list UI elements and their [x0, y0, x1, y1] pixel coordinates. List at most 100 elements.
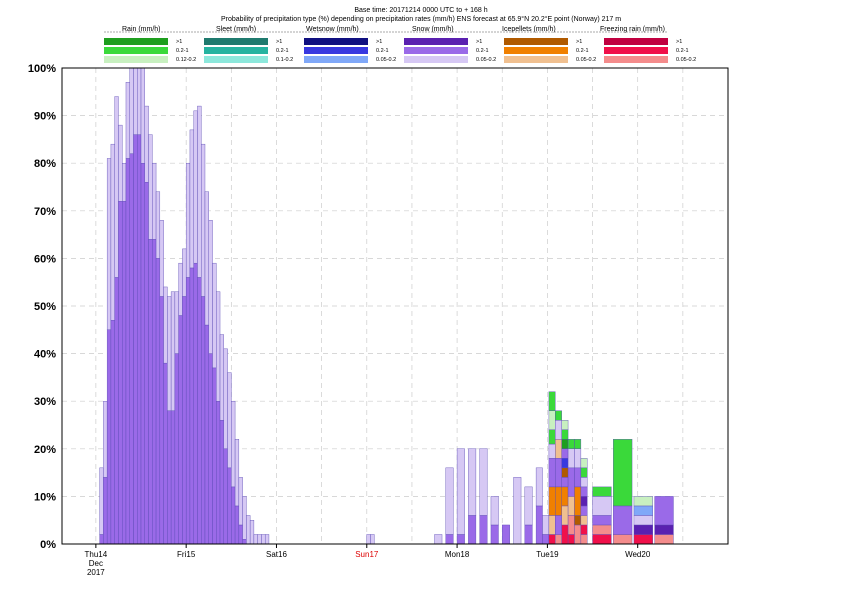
bar-segment	[185, 162, 191, 278]
bar-segment	[208, 220, 213, 354]
bar-segment	[148, 134, 153, 240]
legend-swatch	[104, 47, 168, 54]
bar-segment	[155, 191, 161, 259]
chart-title: Base time: 20171214 0000 UTC to + 168 h	[354, 7, 488, 14]
bar-segment	[574, 515, 582, 526]
bar-segment	[174, 291, 179, 354]
bar-segment	[468, 515, 477, 545]
legend-group-title: Freezing rain (mm/h)	[600, 26, 665, 33]
x-tick-label: Sun17	[355, 550, 379, 559]
bar-segment	[633, 515, 653, 526]
bar-segment	[513, 477, 522, 545]
bar-segment	[152, 239, 157, 545]
bar-segment	[580, 467, 588, 478]
bar-segment	[561, 505, 569, 526]
x-tick-label: Tue19	[536, 550, 559, 559]
bar-segment	[170, 291, 176, 411]
legend-label: >1	[576, 39, 583, 45]
bar-segment	[561, 524, 569, 545]
bar-segment	[216, 291, 221, 402]
legend-swatch	[204, 38, 268, 45]
bar-segment	[613, 439, 633, 507]
bar-segment	[167, 296, 172, 411]
legend-label: 0.2-1	[576, 48, 589, 54]
bar-segment	[580, 458, 588, 469]
bar-segment	[163, 362, 168, 545]
bar-segment	[212, 262, 217, 369]
legend-label: 0.1-0.2	[276, 57, 294, 63]
legend-swatch	[104, 56, 168, 63]
bar-segment	[167, 410, 172, 545]
bar-segment	[561, 458, 569, 469]
bar-segment	[133, 67, 138, 135]
bar-segment	[242, 539, 247, 545]
bar-segment	[580, 496, 588, 507]
bar-segment	[370, 534, 375, 545]
bar-segment	[114, 277, 119, 545]
bar-segment	[555, 458, 562, 488]
bar-segment	[99, 467, 104, 535]
bar-segment	[163, 286, 168, 364]
bar-segment	[592, 515, 612, 526]
bar-segment	[542, 515, 550, 535]
bar-segment	[561, 467, 569, 478]
bar-segment	[246, 515, 251, 545]
bar-segment	[555, 410, 562, 421]
y-tick-label: 40%	[34, 349, 56, 361]
bar-segment	[219, 420, 224, 545]
y-tick-label: 0%	[40, 539, 56, 551]
bar-segment	[178, 262, 183, 316]
y-tick-label: 80%	[34, 158, 56, 170]
bar-segment	[249, 520, 255, 545]
bar-segment	[548, 458, 556, 488]
bar-segment	[580, 505, 588, 516]
bar-segment	[633, 524, 653, 535]
bar-segment	[223, 348, 228, 449]
legend-label: >1	[176, 39, 183, 45]
legend-group-title: Rain (mm/h)	[122, 26, 161, 33]
bar-segment	[152, 162, 157, 240]
legend-label: 0.05-0.2	[476, 57, 497, 63]
bar-segment	[204, 324, 209, 545]
bar-segment	[118, 201, 123, 545]
legend-label: 0.05-0.2	[376, 57, 397, 63]
legend-label: >1	[676, 39, 683, 45]
y-tick-label: 50%	[34, 301, 56, 313]
bar-segment	[592, 486, 612, 497]
legend-swatch	[404, 56, 468, 63]
bar-segment	[118, 124, 123, 202]
bar-segment	[261, 534, 266, 545]
bar-segment	[133, 134, 138, 545]
chart-subtitle: Probability of precipitation type (%) de…	[220, 16, 622, 23]
bar-segment	[613, 505, 633, 535]
legend-swatch	[204, 47, 268, 54]
x-tick-label: Mon18	[445, 550, 470, 559]
bar-segment	[103, 477, 108, 545]
legend-swatch	[504, 47, 568, 54]
y-tick-label: 90%	[34, 111, 56, 123]
bar-segment	[555, 515, 562, 535]
bar-segment	[561, 477, 569, 488]
bar-segment	[548, 410, 556, 430]
bar-segment	[548, 443, 556, 459]
bar-segment	[242, 496, 247, 540]
bar-segment	[125, 82, 130, 159]
bar-segment	[574, 448, 582, 469]
bar-segment	[633, 534, 653, 545]
bar-segment	[193, 110, 198, 264]
plot-frame	[61, 67, 729, 545]
bar-segment	[555, 534, 562, 545]
bar-segment	[613, 534, 633, 545]
legend-label: 0.2-1	[676, 48, 689, 54]
bar-segment	[561, 486, 569, 507]
bar-segment	[561, 448, 569, 459]
legend-label: 0.2-1	[476, 48, 489, 54]
legend-swatch	[404, 47, 468, 54]
bar-segment	[155, 258, 161, 545]
bar-segment	[140, 162, 145, 545]
legend-swatch	[604, 56, 668, 63]
bar-segment	[434, 534, 443, 545]
bar-segment	[548, 534, 556, 545]
legend-swatch	[604, 47, 668, 54]
